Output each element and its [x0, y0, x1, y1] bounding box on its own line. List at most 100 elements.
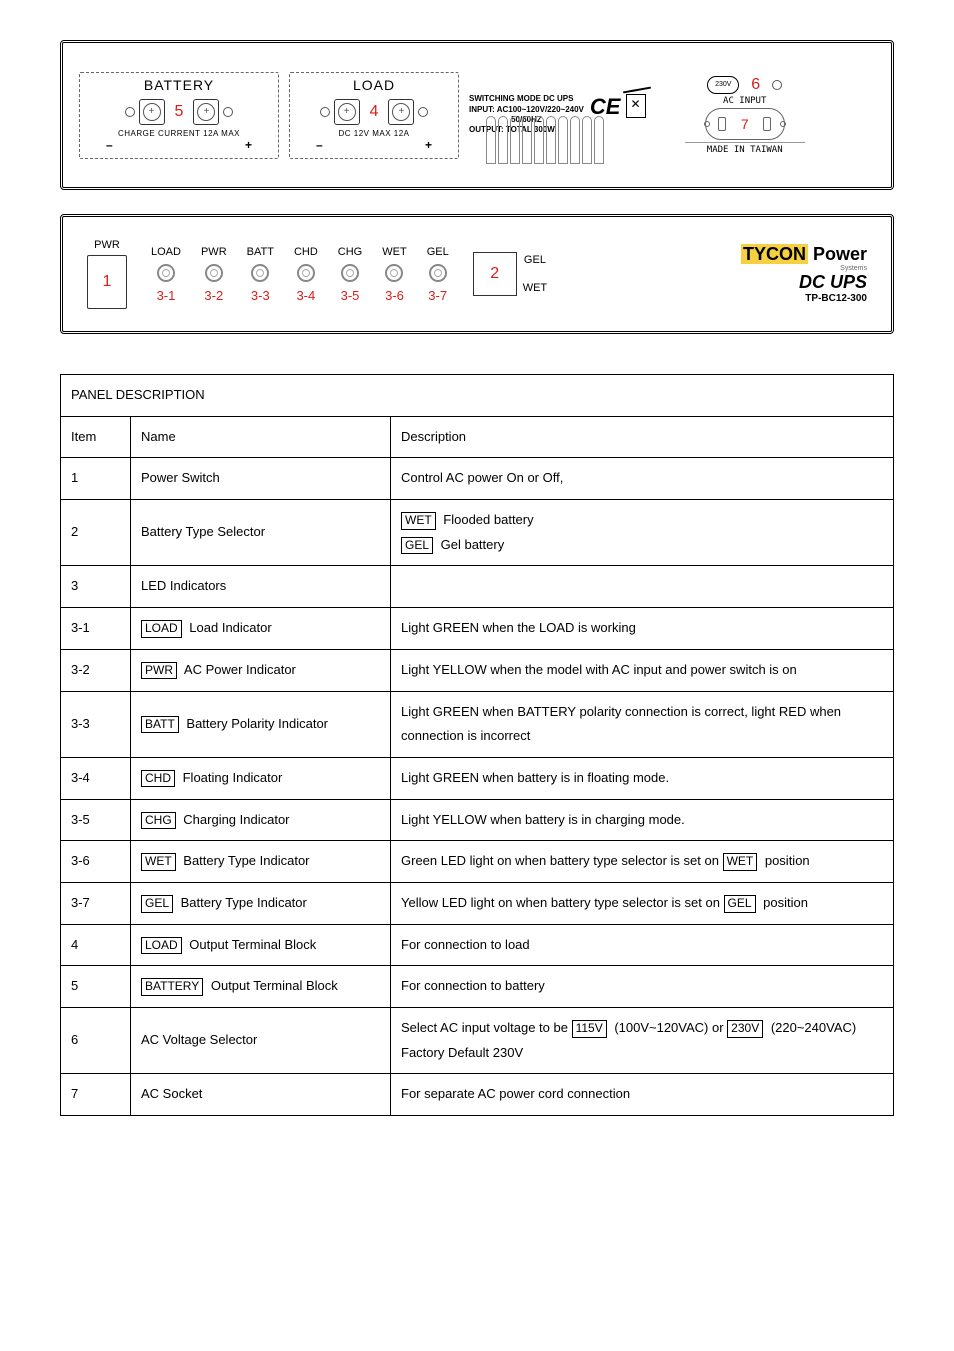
boxed-label: BATT	[141, 716, 179, 734]
led-icon	[297, 264, 315, 282]
ac-input-label: AC INPUT	[723, 96, 766, 106]
cell-name: LED Indicators	[131, 566, 391, 608]
power-switch: 1	[87, 255, 127, 309]
led-icon	[251, 264, 269, 282]
brand-model: TP-BC12-300	[741, 293, 867, 304]
selector-wet-label: WET	[523, 282, 547, 294]
battery-type-selector: 2 GEL WET	[473, 248, 547, 300]
pwr-label: PWR	[87, 239, 127, 251]
load-terminal-pos	[388, 99, 414, 125]
table-row: 1Power SwitchControl AC power On or Off,	[61, 458, 894, 500]
boxed-label: GEL	[141, 895, 173, 913]
screw-hole	[320, 107, 330, 117]
col-item: Item	[61, 416, 131, 458]
battery-terminal-block: BATTERY 5 CHARGE CURRENT 12A MAX – +	[79, 72, 279, 159]
boxed-label: WET	[141, 853, 176, 871]
cell-item: 3-7	[61, 882, 131, 924]
led-label: BATT	[247, 246, 274, 258]
cell-desc: For separate AC power cord connection	[391, 1074, 894, 1116]
led-callout: 3-5	[338, 288, 362, 303]
led-chd: CHD 3-4	[294, 246, 318, 303]
boxed-label: GEL	[401, 537, 433, 555]
cell-desc: Light GREEN when BATTERY polarity connec…	[391, 691, 894, 757]
battery-title: BATTERY	[88, 77, 270, 93]
cell-item: 3-3	[61, 691, 131, 757]
led-pwr: PWR 3-2	[201, 246, 227, 303]
led-load: LOAD 3-1	[151, 246, 181, 303]
load-subtext: DC 12V MAX 12A	[298, 129, 450, 138]
cell-name: AC Voltage Selector	[131, 1008, 391, 1074]
led-callout: 3-2	[201, 288, 227, 303]
table-row: 3-5CHG Charging IndicatorLight YELLOW wh…	[61, 799, 894, 841]
cell-desc: Select AC input voltage to be 115V (100V…	[391, 1008, 894, 1074]
callout-1: 1	[97, 273, 118, 291]
col-desc: Description	[391, 416, 894, 458]
battery-terminal-neg	[139, 99, 165, 125]
screw-hole	[772, 80, 782, 90]
led-callout: 3-4	[294, 288, 318, 303]
minus-label: –	[106, 138, 113, 152]
callout-2: 2	[484, 265, 505, 283]
cell-name: AC Socket	[131, 1074, 391, 1116]
boxed-label: WET	[401, 512, 436, 530]
cell-desc: Light YELLOW when the model with AC inpu…	[391, 649, 894, 691]
led-callout: 3-6	[382, 288, 406, 303]
led-callout: 3-7	[427, 288, 449, 303]
boxed-label: 115V	[572, 1020, 607, 1038]
cell-item: 3-2	[61, 649, 131, 691]
led-batt: BATT 3-3	[247, 246, 274, 303]
ac-socket: 7	[705, 108, 785, 140]
cell-desc: Control AC power On or Off,	[391, 458, 894, 500]
table-row: 3-4CHD Floating IndicatorLight GREEN whe…	[61, 757, 894, 799]
cell-name: LOAD Load Indicator	[131, 608, 391, 650]
load-terminal-block: LOAD 4 DC 12V MAX 12A – +	[289, 72, 459, 159]
battery-terminal-pos	[193, 99, 219, 125]
brand-product: DC UPS	[741, 272, 867, 293]
cell-name: BATTERY Output Terminal Block	[131, 966, 391, 1008]
callout-6: 6	[745, 76, 766, 94]
cell-desc: For connection to battery	[391, 966, 894, 1008]
cell-item: 2	[61, 500, 131, 566]
plus-label: +	[245, 138, 252, 152]
led-icon	[157, 264, 175, 282]
cell-desc: Light YELLOW when battery is in charging…	[391, 799, 894, 841]
cell-name: Battery Type Selector	[131, 500, 391, 566]
table-row: 6AC Voltage SelectorSelect AC input volt…	[61, 1008, 894, 1074]
load-title: LOAD	[298, 77, 450, 93]
minus-label: –	[316, 138, 323, 152]
spec-line: SWITCHING MODE DC UPS	[469, 94, 584, 104]
power-switch-block: PWR 1	[87, 239, 127, 309]
cell-item: 7	[61, 1074, 131, 1116]
spec-line: INPUT: AC100~120V/220~240V	[469, 105, 584, 115]
boxed-label: 230V	[727, 1020, 763, 1038]
panel-description-table: PANEL DESCRIPTION Item Name Description …	[60, 374, 894, 1116]
led-label: WET	[382, 246, 406, 258]
led-gel: GEL 3-7	[427, 246, 449, 303]
table-header: PANEL DESCRIPTION	[61, 375, 894, 417]
led-label: CHD	[294, 246, 318, 258]
cell-name: WET Battery Type Indicator	[131, 841, 391, 883]
brand-logo: TYCON Power	[741, 244, 867, 265]
boxed-label: BATTERY	[141, 978, 203, 996]
led-label: PWR	[201, 246, 227, 258]
table-row: 3-1LOAD Load IndicatorLight GREEN when t…	[61, 608, 894, 650]
cell-item: 6	[61, 1008, 131, 1074]
screw-hole	[223, 107, 233, 117]
led-indicators: LOAD 3-1 PWR 3-2 BATT 3-3 CHD 3-4 CHG 3-…	[151, 246, 449, 303]
heatsink	[486, 116, 604, 164]
boxed-label: LOAD	[141, 937, 182, 955]
cell-item: 1	[61, 458, 131, 500]
boxed-label: CHG	[141, 812, 176, 830]
ac-input-area: 230V 6 AC INPUT 7 MADE IN TAIWAN	[614, 76, 875, 155]
cell-desc: Yellow LED light on when battery type se…	[391, 882, 894, 924]
table-row: 7AC SocketFor separate AC power cord con…	[61, 1074, 894, 1116]
table-row: 3LED Indicators	[61, 566, 894, 608]
table-row: 2Battery Type SelectorWET Flooded batter…	[61, 500, 894, 566]
callout-5: 5	[169, 103, 190, 121]
table-row: 5BATTERY Output Terminal BlockFor connec…	[61, 966, 894, 1008]
selector-switch: 2	[473, 252, 517, 296]
cell-item: 3-4	[61, 757, 131, 799]
selector-gel-label: GEL	[523, 254, 547, 266]
cell-item: 3-5	[61, 799, 131, 841]
cell-desc	[391, 566, 894, 608]
